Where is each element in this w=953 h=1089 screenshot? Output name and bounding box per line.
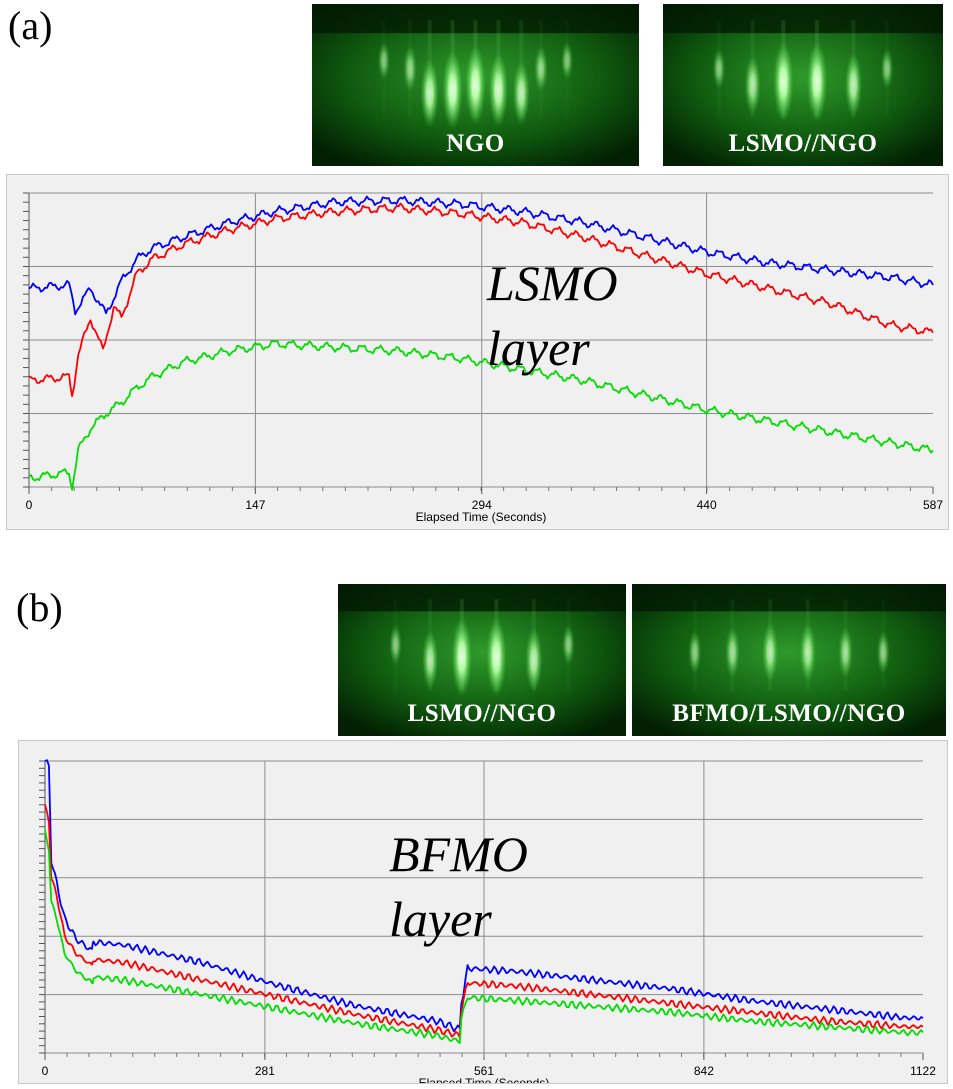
panel-a-label: (a) (8, 3, 53, 48)
rheed-caption-lsmo-ngo: LSMO//NGO (728, 130, 878, 157)
x-tick-label: 0 (42, 1064, 49, 1078)
x-tick-label: 587 (923, 498, 943, 512)
rheed-pattern-bfmo-lsmo-ngo (632, 584, 946, 736)
series-line-3 (44, 829, 924, 1044)
x-tick-label: 440 (697, 498, 717, 512)
series-line-3 (28, 339, 934, 491)
x-axis-title: Elapsed Time (Seconds) (416, 510, 547, 524)
rheed-image-bfmo-lsmo-ngo: BFMO/LSMO//NGO (632, 584, 946, 736)
rheed-image-lsmo-ngo-b: LSMO//NGO (338, 584, 626, 736)
x-tick-label: 842 (694, 1064, 714, 1078)
series-line-1 (28, 195, 934, 316)
annotation-layer: layer (487, 320, 590, 376)
x-axis-title: Elapsed Time (Seconds) (419, 1076, 550, 1083)
rheed-caption-lsmo-ngo-b: LSMO//NGO (407, 700, 557, 727)
chart-a: 0 147 294 440 587 Elapsed Time (Seconds) LSMO l… (6, 174, 949, 530)
chart-b-plot: 0 281 561 842 1122 Elapsed Time (Seconds) BFMO… (39, 759, 936, 1083)
x-tick-label: 281 (255, 1064, 275, 1078)
chart-a-plot: 0 147 294 440 587 Elapsed Time (Seconds) LSMO l… (23, 192, 943, 524)
rheed-caption-ngo: NGO (446, 130, 505, 157)
annotation-layer: layer (389, 891, 492, 947)
series-line-2 (44, 804, 924, 1039)
rheed-pattern-lsmo-ngo (663, 4, 943, 166)
panel-b-label: (b) (16, 585, 63, 630)
chart-b: 0 281 561 842 1122 Elapsed Time (Seconds) BFMO… (18, 740, 948, 1084)
annotation-material: LSMO (486, 255, 618, 311)
x-tick-label: 0 (26, 498, 33, 512)
x-tick-label: 294 (472, 498, 492, 512)
rheed-image-ngo: NGO (312, 4, 639, 166)
series-line-1 (44, 759, 924, 1033)
rheed-image-lsmo-ngo: LSMO//NGO (663, 4, 943, 166)
x-tick-label: 1122 (910, 1064, 936, 1078)
series-line-2 (28, 202, 934, 397)
annotation-material: BFMO (389, 826, 528, 882)
x-tick-label: 561 (474, 1064, 494, 1078)
rheed-pattern-ngo (312, 4, 639, 166)
rheed-pattern-lsmo-ngo-b (338, 584, 626, 736)
rheed-caption-bfmo-lsmo-ngo: BFMO/LSMO//NGO (672, 700, 906, 727)
x-tick-label: 147 (245, 498, 265, 512)
